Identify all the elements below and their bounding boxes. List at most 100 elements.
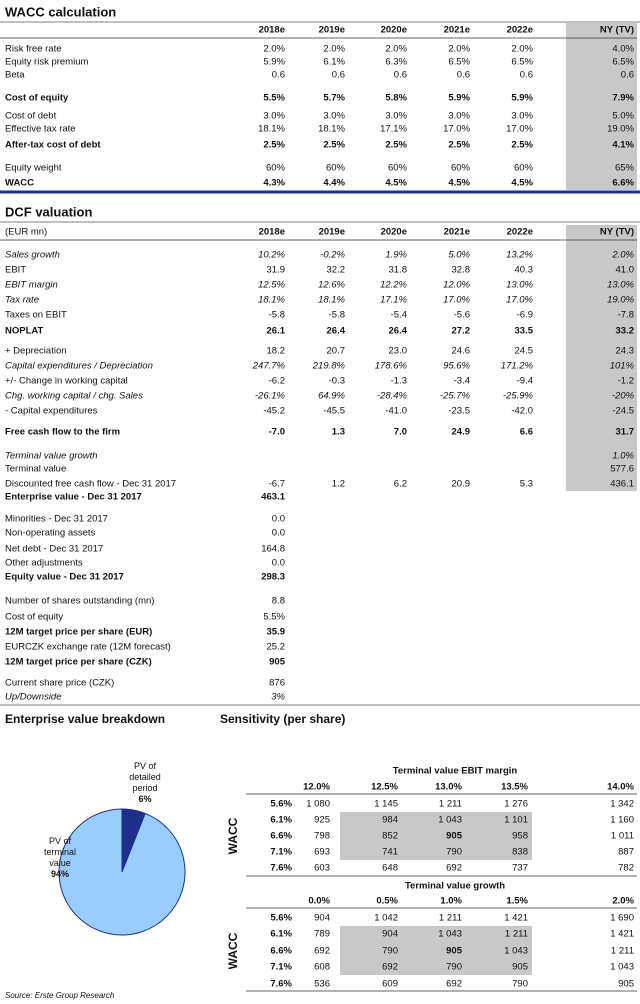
cell: 1.3 [332,427,345,438]
row-label: Equity value - Dec 31 2017 [5,572,124,583]
column-header: 2.0% [612,896,634,907]
cell: 24.3 [616,346,635,357]
cell: 6.1% [323,57,345,68]
cell: 1 043 [504,946,528,957]
column-header: 2021e [444,25,470,36]
cell: 1 211 [611,946,634,957]
column-header: 2020e [381,227,407,238]
row-label: Up/Downside [5,692,62,703]
row-label: EBIT [5,265,26,276]
cell: 65% [615,163,635,174]
slice-label: PV of terminal value [43,836,76,868]
cell: 905 [446,946,463,957]
cell: -5.8 [329,310,345,321]
axis-label: WACC [226,817,240,854]
cell: 463.1 [261,492,285,503]
row-label: EURCZK exchange rate (12M forecast) [5,642,171,653]
row-label: Tax rate [5,295,39,306]
cell: 4.3% [263,178,285,189]
cell: 3% [271,692,285,703]
column-header: 14.0% [607,782,634,793]
cell: 1 160 [610,815,634,826]
cell: 905 [446,831,463,842]
cell: 17.1% [380,124,407,135]
shade [340,812,532,860]
cell: 4.5% [448,178,470,189]
cell: 5.8% [385,93,407,104]
column-header: 2021e [444,227,470,238]
cell: 1.2 [332,479,345,490]
cell: -3.4 [454,376,470,387]
cell: 852 [382,831,398,842]
cell: 0.6 [332,70,345,81]
cell: 5.0% [448,250,470,261]
row-header: 7.1% [270,962,292,973]
cell: 6.3% [385,57,407,68]
cell: 1 042 [374,913,398,924]
cell: 1.9% [385,250,407,261]
cell: 23.0 [389,346,408,357]
section-title: Enterprise value breakdown [5,712,165,726]
shade [340,926,532,975]
cell: 1 421 [610,929,634,940]
cell: 101% [610,361,635,372]
cell: 6.5% [511,57,533,68]
row-header: 6.1% [270,929,292,940]
cell: -25.7% [440,391,471,402]
cell: 18.1% [258,124,285,135]
cell: 18.2 [267,346,286,357]
cell: -42.0 [511,406,533,417]
row-label: Discounted free cash flow - Dec 31 2017 [5,479,176,490]
pie-slice [58,808,186,936]
column-header: 2019e [319,25,345,36]
cell: 692 [314,946,330,957]
cell: -45.5 [323,406,345,417]
cell: 838 [512,847,528,858]
cell: 27.2 [452,326,471,337]
cell: 5.9% [511,93,533,104]
source: Source: Erste Group Research [5,991,115,1000]
cell: 18.1% [258,295,285,306]
cell: -20% [612,391,635,402]
cell: 608 [314,962,330,973]
cell: 5.9% [263,57,285,68]
cell: 3.0% [323,111,345,122]
row-label: Net debt - Dec 31 2017 [5,544,103,555]
cell: 24.6 [452,346,471,357]
cell: 17.0% [443,124,470,135]
row-label: Number of shares outstanding (mn) [5,596,154,607]
cell: 904 [382,929,398,940]
cell: -1.3 [391,376,407,387]
cell: 1 043 [610,962,634,973]
cell: -0.2% [320,250,345,261]
cell: 32.2 [327,265,346,276]
cell: 1 101 [504,815,528,826]
cell: 0.6 [457,70,470,81]
row-header: 7.6% [270,863,292,874]
cell: 1 342 [610,799,634,810]
cell: 5.5% [263,612,285,623]
row-label: Non-operating assets [5,528,96,539]
cell: 64.9% [318,391,345,402]
cell: 692 [446,863,462,874]
shade [566,23,637,190]
cell: 1 011 [611,831,634,842]
cell: -5.4 [391,310,407,321]
cell: 19.0% [607,295,634,306]
row-label: + Depreciation [5,346,67,357]
cell: 4.5% [511,178,533,189]
cell: 789 [314,929,330,940]
cell: 1 421 [504,913,528,924]
row-header: 6.6% [270,946,292,957]
leader [131,811,141,823]
slice-value-label: 6% [138,794,152,804]
cell: 7.0 [394,427,407,438]
row-label: 12M target price per share (EUR) [5,627,152,638]
cell: 2.5% [263,140,285,151]
cell: 6.5% [448,57,470,68]
cell: 3.0% [448,111,470,122]
cell: 60% [388,163,408,174]
cell: 6.2 [394,479,407,490]
row-header: 5.6% [270,913,292,924]
cell: 905 [512,962,528,973]
